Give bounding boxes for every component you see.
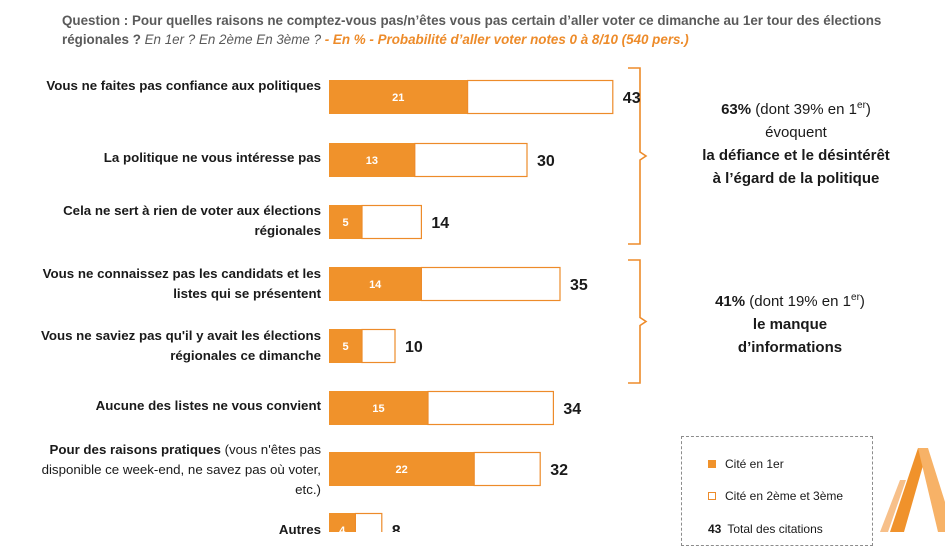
data-label-first-6: 22 [395,464,407,476]
legend-swatch-hollow [708,492,716,500]
group-1-line4: à l’égard de la politique [712,170,880,187]
bar-chart: 21 43 13 30 5 14 14 35 5 10 15 34 22 32 4 8 [329,67,648,532]
legend-item-rest: Cité en 2ème et 3ème [708,489,843,503]
category-label-4: Vous ne saviez pas qu'il y avait les éle… [31,326,321,366]
category-label-1: La politique ne vous intéresse pas [31,148,321,168]
category-label-detail-6: (vous n'êtes pas disponible ce week-end,… [41,442,321,497]
group-1-detail: (dont 39% en 1 [751,101,858,118]
bar-rest-0 [467,79,614,115]
group-2-detail: (dont 19% en 1 [745,293,852,310]
bar-first-3 [329,267,422,301]
question-prefix: Question : [62,13,132,28]
legend-total-label: Total des citations [727,522,823,536]
category-label-6: Pour des raisons pratiques (vous n'êtes … [31,440,321,500]
group-2-close: ) [859,293,865,310]
question-sub: En 1er ? En 2ème En 3ème ? [144,32,325,47]
data-label-total-2: 14 [431,215,449,232]
bar-first-5 [329,391,428,425]
data-label-first-2: 5 [342,217,348,229]
group-bracket-1 [628,67,648,245]
category-label-0: Vous ne faites pas confiance aux politiq… [31,76,321,96]
category-label-bold-4: Vous ne saviez pas qu'il y avait les éle… [40,328,321,363]
question-base: - En % - Probabilité d’aller voter notes… [324,32,689,47]
bar-first-1 [329,143,415,177]
bar-rest-6 [473,451,541,487]
category-label-bold-6: Pour des raisons pratiques [49,442,221,457]
category-label-bold-2: Cela ne sert à rien de voter aux électio… [63,203,321,238]
bar-first-6 [329,452,475,486]
group-2-percent: 41% [715,293,746,310]
data-label-first-4: 5 [342,341,348,353]
brand-logo [880,448,945,532]
bar-first-2 [329,205,362,239]
group-summary-1: 63% (dont 39% en 1er) évoquent la défian… [676,98,916,190]
data-label-total-4: 10 [405,339,423,356]
group-1-line3: la défiance et le désintérêt [702,147,890,164]
group-1-percent: 63% [721,101,752,118]
data-label-first-7: 4 [339,525,346,532]
data-label-total-7: 8 [392,523,401,532]
legend-first-label: Cité en 1er [725,457,784,471]
group-2-line2: le manque [752,316,828,333]
data-label-total-0: 43 [623,90,641,107]
bar-rest-5 [427,390,555,426]
category-label-3: Vous ne connaissez pas les candidats et … [31,264,321,304]
legend-swatch-filled [708,460,716,468]
category-label-bold-1: La politique ne vous intéresse pas [103,150,321,165]
group-1-sup: er [857,100,866,111]
bar-rest-7 [354,512,383,532]
bar-rest-4 [361,328,396,364]
data-label-total-5: 34 [563,401,581,418]
data-label-first-3: 14 [369,279,382,291]
bar-rest-1 [414,142,528,178]
data-label-first-1: 13 [366,155,378,167]
bar-first-4 [329,329,362,363]
legend-item-first: Cité en 1er [708,457,784,471]
group-1-line2: évoquent [765,124,827,141]
group-summary-2: 41% (dont 19% en 1er) le manque d’inform… [670,290,910,359]
group-2-sup: er [851,292,860,303]
bar-first-0 [329,80,468,114]
group-bracket-2 [628,259,648,384]
bar-first-7 [329,513,356,532]
data-label-first-0: 21 [392,92,404,104]
legend-item-total: 43 Total des citations [708,522,823,536]
category-label-7: Autres [31,520,321,540]
data-label-total-6: 32 [550,462,568,479]
category-label-bold-0: Vous ne faites pas confiance aux politiq… [46,78,321,93]
legend: Cité en 1er Cité en 2ème et 3ème 43 Total… [681,436,873,546]
category-label-5: Aucune des listes ne vous convient [31,396,321,416]
category-label-bold-5: Aucune des listes ne vous convient [95,398,321,413]
question-body: Pour quelles raisons ne comptez-vous pas… [62,13,882,47]
group-2-line3: d’informations [737,339,843,356]
category-label-2: Cela ne sert à rien de voter aux électio… [31,201,321,241]
question-text: Question : Pour quelles raisons ne compt… [62,11,892,49]
bar-rest-3 [420,266,561,302]
legend-rest-label: Cité en 2ème et 3ème [725,489,844,503]
legend-total-value: 43 [708,522,722,536]
group-1-close: ) [865,101,871,118]
bar-rest-2 [361,204,423,240]
data-label-first-5: 15 [372,403,384,415]
category-label-bold-7: Autres [278,522,321,537]
category-label-bold-3: Vous ne connaissez pas les candidats et … [42,266,321,301]
data-label-total-3: 35 [570,277,588,294]
data-label-total-1: 30 [537,153,555,170]
